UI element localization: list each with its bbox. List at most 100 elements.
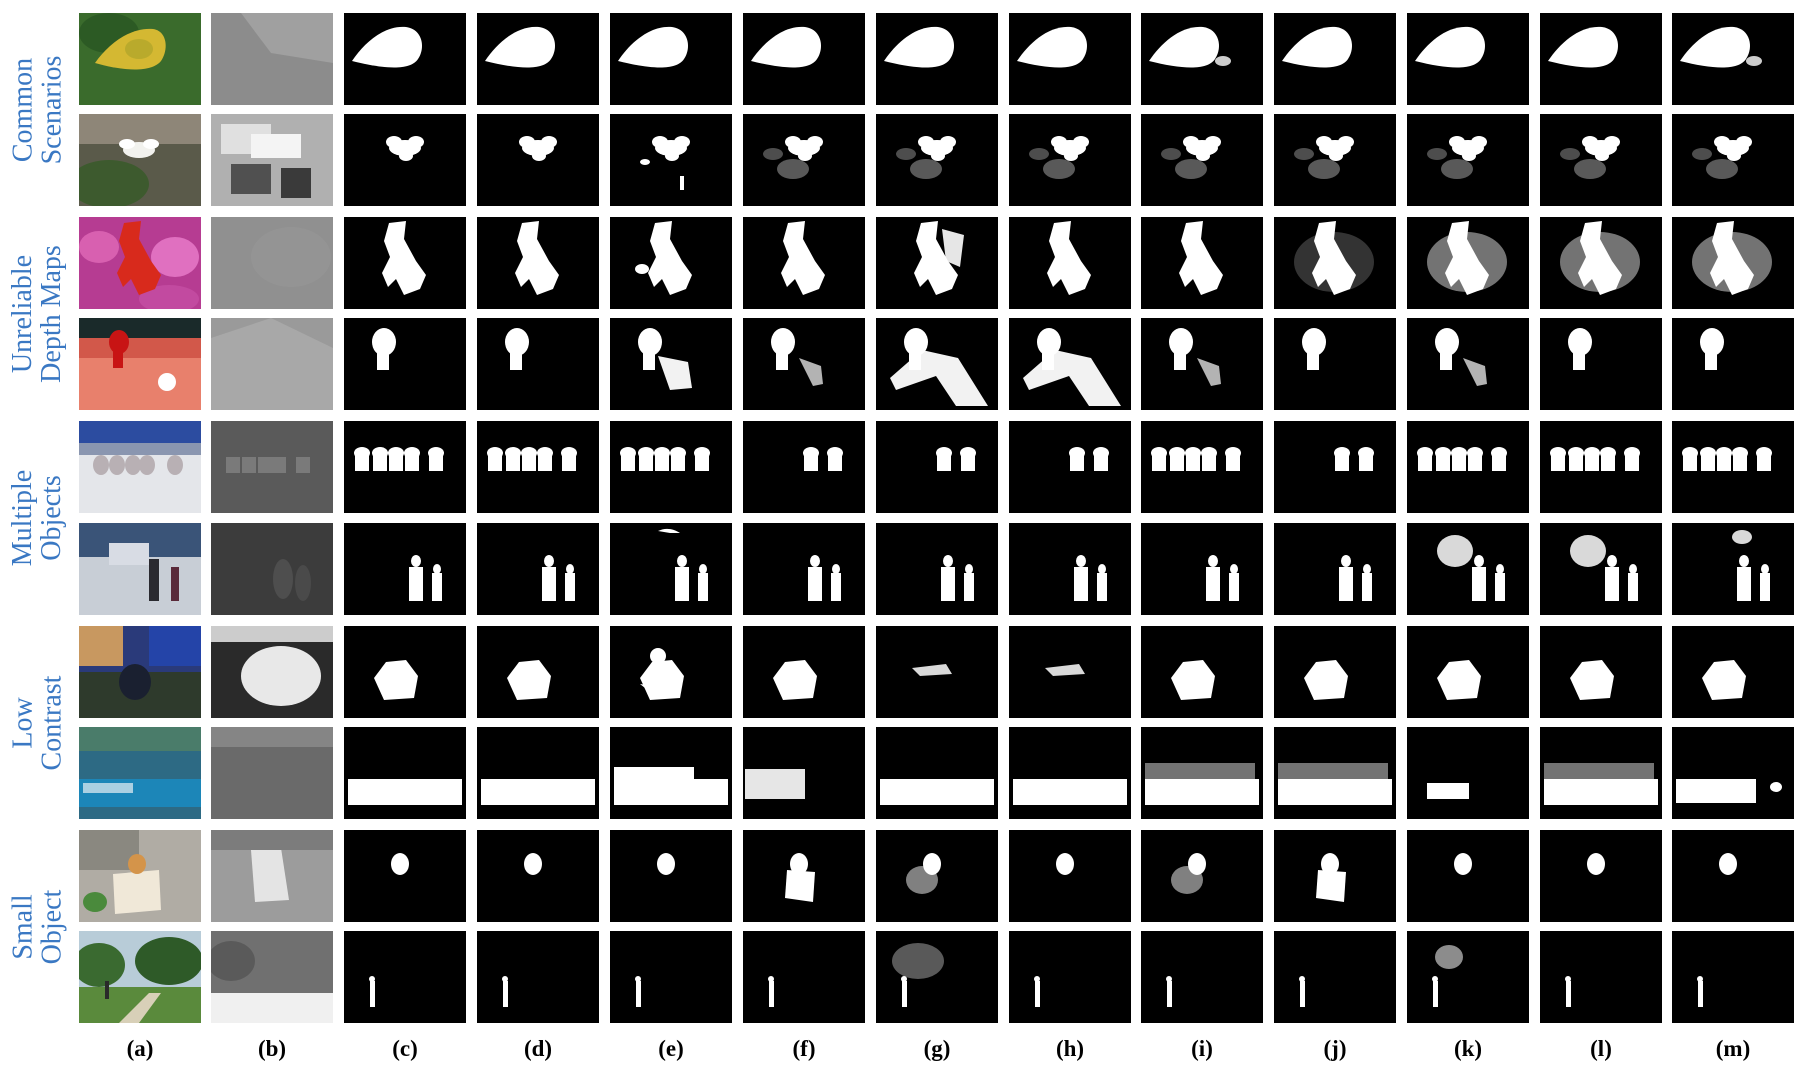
saliency-mask-graphic: [1141, 421, 1263, 513]
saliency-mask-graphic: [344, 626, 466, 718]
saliency-mask: [1009, 114, 1131, 206]
saliency-mask-graphic: [1141, 114, 1263, 206]
saliency-mask: [1672, 626, 1794, 718]
depth-map: [211, 931, 333, 1023]
saliency-mask-graphic: [1540, 626, 1662, 718]
saliency-mask: [477, 626, 599, 718]
saliency-mask: [1274, 931, 1396, 1023]
saliency-mask-graphic: [1407, 830, 1529, 922]
rgb-image-graphic: [79, 217, 201, 309]
saliency-mask: [1274, 217, 1396, 309]
saliency-mask-graphic: [1407, 217, 1529, 309]
saliency-mask-graphic: [743, 114, 865, 206]
saliency-mask: [1540, 626, 1662, 718]
saliency-mask: [1009, 931, 1131, 1023]
saliency-mask: [1672, 217, 1794, 309]
saliency-mask-graphic: [743, 217, 865, 309]
column-label: (c): [392, 1036, 418, 1061]
depth-map-graphic: [211, 830, 333, 922]
depth-map: [211, 114, 333, 206]
saliency-mask: [1672, 727, 1794, 819]
column-label: (e): [658, 1036, 684, 1061]
saliency-mask: [1540, 830, 1662, 922]
saliency-mask-graphic: [743, 318, 865, 410]
column-label: (m): [1715, 1036, 1751, 1061]
saliency-mask: [477, 931, 599, 1023]
saliency-mask-graphic: [1009, 114, 1131, 206]
saliency-mask: [610, 318, 732, 410]
saliency-mask: [876, 931, 998, 1023]
saliency-mask: [1141, 318, 1263, 410]
saliency-mask: [1672, 318, 1794, 410]
saliency-mask-graphic: [1274, 318, 1396, 410]
saliency-mask: [1141, 217, 1263, 309]
saliency-mask: [1540, 421, 1662, 513]
saliency-mask-graphic: [477, 217, 599, 309]
saliency-mask: [1009, 217, 1131, 309]
rgb-image-graphic: [79, 931, 201, 1023]
saliency-mask: [876, 318, 998, 410]
saliency-mask: [1141, 13, 1263, 105]
saliency-mask: [876, 114, 998, 206]
saliency-mask: [876, 523, 998, 615]
saliency-mask: [477, 727, 599, 819]
row-group-label-text: Low Contrast: [7, 675, 67, 770]
saliency-mask: [1009, 626, 1131, 718]
depth-map: [211, 421, 333, 513]
saliency-mask-graphic: [1407, 114, 1529, 206]
saliency-mask: [1540, 931, 1662, 1023]
saliency-mask: [743, 114, 865, 206]
rgb-image-graphic: [79, 114, 201, 206]
saliency-mask: [344, 626, 466, 718]
saliency-mask-graphic: [610, 931, 732, 1023]
saliency-mask: [743, 13, 865, 105]
rgb-image: [79, 931, 201, 1023]
saliency-mask-graphic: [876, 13, 998, 105]
saliency-mask-graphic: [344, 217, 466, 309]
rgb-image-graphic: [79, 727, 201, 819]
row-group-label: Multiple Objects: [0, 421, 74, 615]
saliency-mask-graphic: [477, 318, 599, 410]
saliency-mask-graphic: [344, 830, 466, 922]
saliency-mask-graphic: [743, 626, 865, 718]
saliency-mask: [1274, 626, 1396, 718]
saliency-mask-graphic: [1540, 523, 1662, 615]
saliency-mask: [743, 523, 865, 615]
rgb-image: [79, 217, 201, 309]
saliency-mask: [1274, 830, 1396, 922]
saliency-mask-graphic: [1274, 727, 1396, 819]
saliency-mask-graphic: [477, 523, 599, 615]
saliency-mask-graphic: [1672, 727, 1794, 819]
saliency-mask: [743, 931, 865, 1023]
row-group-label-line: Depth Maps: [36, 244, 67, 383]
saliency-mask: [610, 13, 732, 105]
depth-map: [211, 217, 333, 309]
saliency-mask: [1141, 931, 1263, 1023]
saliency-mask: [1540, 114, 1662, 206]
column-label: (d): [523, 1036, 553, 1061]
saliency-mask: [1407, 13, 1529, 105]
saliency-mask: [610, 626, 732, 718]
saliency-mask: [344, 931, 466, 1023]
saliency-mask-graphic: [1141, 626, 1263, 718]
saliency-mask: [1274, 523, 1396, 615]
row-group-label: Low Contrast: [0, 626, 74, 819]
row-group-label-text: Common Scenarios: [7, 55, 67, 164]
saliency-mask: [876, 13, 998, 105]
saliency-mask: [610, 830, 732, 922]
row-group-label: Common Scenarios: [0, 13, 74, 206]
saliency-mask: [344, 217, 466, 309]
column-label: (k): [1453, 1036, 1483, 1061]
row-group-label-line: Object: [36, 889, 68, 964]
column-label: (l): [1590, 1036, 1612, 1061]
rgb-image: [79, 421, 201, 513]
row-group-label-line: Unreliable: [7, 254, 38, 373]
depth-map: [211, 318, 333, 410]
depth-map: [211, 523, 333, 615]
rgb-image: [79, 830, 201, 922]
saliency-mask: [1274, 114, 1396, 206]
saliency-mask-graphic: [610, 727, 732, 819]
saliency-mask-graphic: [1540, 13, 1662, 105]
rgb-image-graphic: [79, 523, 201, 615]
